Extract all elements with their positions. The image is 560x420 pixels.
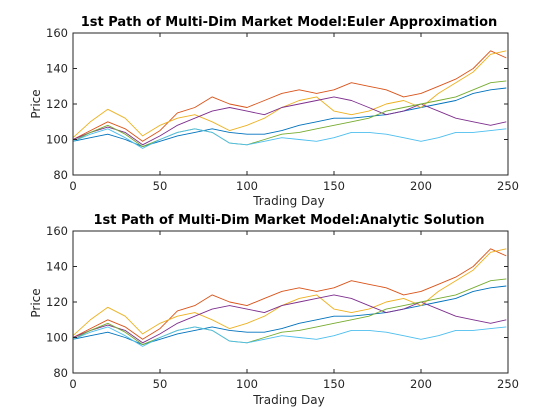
bottom-x-tick-label: 150: [323, 377, 345, 391]
bottom-x-tick-label: 250: [497, 377, 519, 391]
bottom-x-tick-label: 200: [410, 377, 432, 391]
bottom-x-tick-label: 50: [153, 377, 168, 391]
top-y-tick-label: 80: [53, 168, 68, 182]
bottom-y-axis-label: Price: [29, 288, 43, 317]
bottom-series-line-5: [72, 278, 507, 346]
top-series-line-3: [72, 50, 507, 139]
top-x-tick-label: 0: [69, 179, 76, 193]
bottom-series-line-3: [72, 248, 507, 337]
bottom-series-line-2: [72, 248, 507, 340]
top-y-tick-label: 140: [46, 62, 68, 76]
bottom-y-tick-label: 120: [46, 295, 68, 309]
top-y-tick-label: 100: [46, 133, 68, 147]
top-x-tick-label: 200: [410, 179, 432, 193]
top-x-tick-label: 150: [323, 179, 345, 193]
bottom-series-line-4: [72, 294, 507, 344]
top-series-line-4: [72, 96, 507, 146]
top-x-axis-label: Trading Day: [252, 194, 325, 208]
bottom-y-tick-label: 140: [46, 260, 68, 274]
bottom-subplot: 1st Path of Multi-Dim Market Model:Analy…: [29, 213, 519, 407]
top-plot-area: 0 50 100 150 200 250 80 100 120 140 160: [46, 26, 519, 193]
bottom-chart-title: 1st Path of Multi-Dim Market Model:Analy…: [93, 213, 484, 228]
top-series-line-5: [72, 80, 507, 148]
bottom-y-tick-label: 80: [53, 366, 68, 380]
top-y-axis-label: Price: [29, 89, 43, 118]
bottom-x-axis-label: Trading Day: [252, 393, 325, 407]
bottom-y-tick-label: 160: [46, 224, 68, 238]
top-y-tick-label: 160: [46, 26, 68, 40]
bottom-x-tick-label: 0: [69, 377, 76, 391]
top-x-tick-label: 50: [153, 179, 168, 193]
top-chart-title: 1st Path of Multi-Dim Market Model:Euler…: [81, 15, 498, 30]
bottom-y-tick-label: 100: [46, 331, 68, 345]
top-x-tick-label: 250: [497, 179, 519, 193]
bottom-x-tick-label: 100: [236, 377, 258, 391]
top-subplot: 1st Path of Multi-Dim Market Model:Euler…: [29, 15, 519, 208]
top-y-tick-label: 120: [46, 97, 68, 111]
top-series-line-6: [72, 128, 507, 149]
top-series-line-2: [72, 50, 507, 142]
top-x-tick-label: 100: [236, 179, 258, 193]
bottom-series-line-6: [72, 326, 507, 347]
bottom-plot-area: 0 50 100 150 200 250 80 100 120 140 160: [46, 224, 519, 391]
